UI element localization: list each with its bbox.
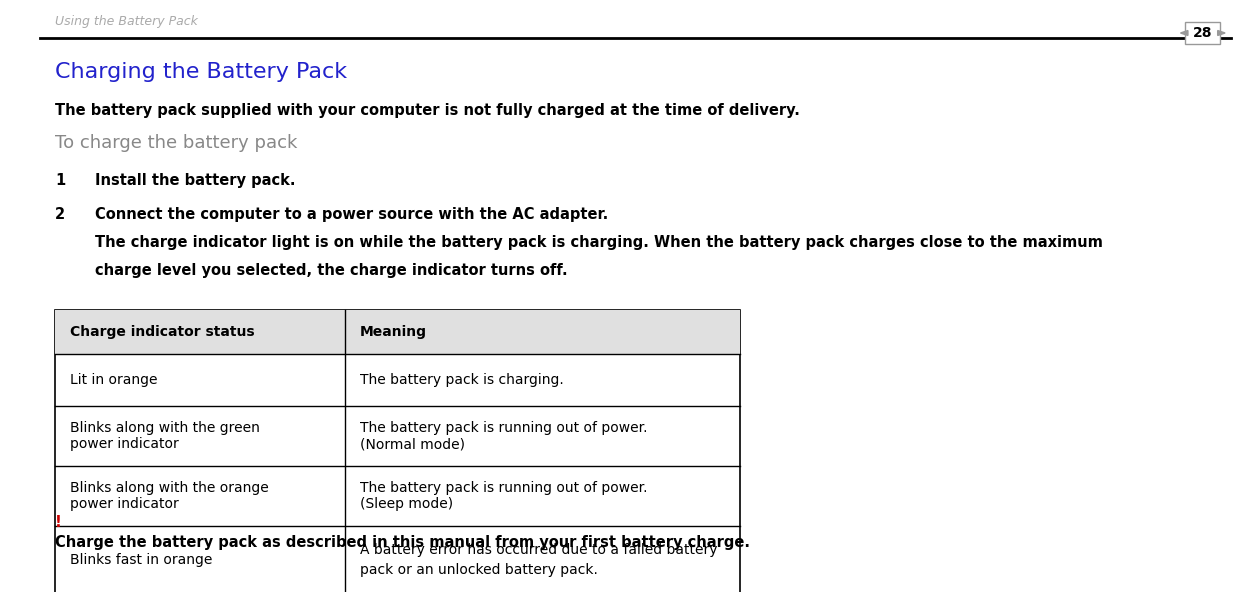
Text: The battery pack is running out of power.: The battery pack is running out of power… (360, 481, 647, 494)
Text: A battery error has occurred due to a failed battery: A battery error has occurred due to a fa… (360, 543, 718, 558)
Text: Using the Battery Pack: Using the Battery Pack (55, 15, 198, 28)
Text: Lit in orange: Lit in orange (69, 373, 157, 387)
Text: The battery pack supplied with your computer is not fully charged at the time of: The battery pack supplied with your comp… (55, 103, 800, 118)
Text: The battery pack is charging.: The battery pack is charging. (360, 373, 564, 387)
Text: power indicator: power indicator (69, 437, 179, 452)
Text: 2: 2 (55, 207, 66, 222)
Text: (Normal mode): (Normal mode) (360, 437, 465, 452)
Text: Connect the computer to a power source with the AC adapter.: Connect the computer to a power source w… (95, 207, 609, 222)
Text: Charging the Battery Pack: Charging the Battery Pack (55, 62, 347, 82)
Text: Install the battery pack.: Install the battery pack. (95, 173, 295, 188)
Text: Meaning: Meaning (360, 325, 427, 339)
Bar (55, 310, 740, 592)
Bar (55, 310, 740, 354)
Text: !: ! (55, 515, 62, 530)
Text: charge level you selected, the charge indicator turns off.: charge level you selected, the charge in… (95, 263, 568, 278)
Text: pack or an unlocked battery pack.: pack or an unlocked battery pack. (360, 562, 598, 577)
Text: 28: 28 (1193, 26, 1213, 40)
Text: Charge indicator status: Charge indicator status (69, 325, 254, 339)
Polygon shape (1180, 31, 1188, 36)
Polygon shape (1218, 31, 1225, 36)
Text: power indicator: power indicator (69, 497, 179, 511)
Text: 1: 1 (55, 173, 66, 188)
Text: To charge the battery pack: To charge the battery pack (55, 134, 298, 152)
Text: The battery pack is running out of power.: The battery pack is running out of power… (360, 420, 647, 435)
Text: (Sleep mode): (Sleep mode) (360, 497, 453, 511)
Text: The charge indicator light is on while the battery pack is charging. When the ba: The charge indicator light is on while t… (95, 235, 1102, 250)
Text: Blinks fast in orange: Blinks fast in orange (69, 553, 212, 567)
Text: Charge the battery pack as described in this manual from your first battery char: Charge the battery pack as described in … (55, 535, 750, 550)
Text: Blinks along with the orange: Blinks along with the orange (69, 481, 269, 494)
Bar (1185, 22, 1220, 44)
Text: Blinks along with the green: Blinks along with the green (69, 420, 260, 435)
